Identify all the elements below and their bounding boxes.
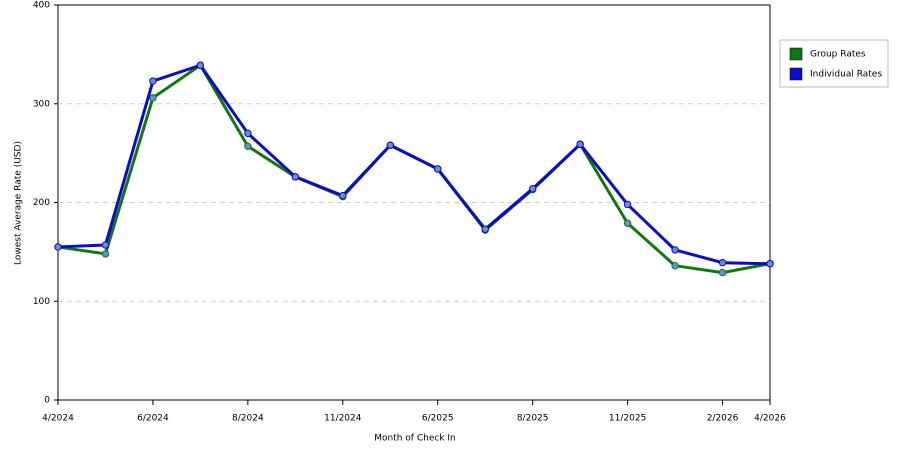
point xyxy=(149,77,157,85)
point xyxy=(434,165,442,173)
legend-swatch xyxy=(789,47,803,61)
point xyxy=(244,142,252,150)
x-tick-label: 6/2025 xyxy=(422,414,454,424)
x-tick-label: 4/2026 xyxy=(754,414,786,424)
legend-label: Individual Rates xyxy=(810,70,882,80)
point xyxy=(576,140,584,148)
point xyxy=(149,94,157,102)
x-tick-label: 4/2024 xyxy=(42,414,74,424)
y-axis-label: Lowest Average Rate (USD) xyxy=(14,141,24,265)
series-line xyxy=(57,63,771,275)
point xyxy=(671,246,679,254)
x-tick-label: 11/2025 xyxy=(609,414,646,424)
point xyxy=(339,191,347,200)
y-tick-label: 0 xyxy=(44,396,50,406)
x-tick-label: 6/2024 xyxy=(137,414,169,424)
point xyxy=(623,200,632,209)
point xyxy=(386,141,394,149)
y-tick-label: 300 xyxy=(33,99,50,109)
point xyxy=(54,243,62,251)
x-tick-label: 11/2024 xyxy=(324,414,362,424)
x-tick-label: 2/2026 xyxy=(707,414,739,424)
point xyxy=(196,61,205,69)
point xyxy=(244,129,252,138)
legend-label: Group Rates xyxy=(810,50,866,60)
point xyxy=(766,260,774,268)
point xyxy=(291,173,300,181)
x-tick-label: 8/2024 xyxy=(232,414,264,424)
point xyxy=(623,219,632,227)
series-line xyxy=(57,63,771,266)
point xyxy=(481,225,489,233)
y-tick-label: 400 xyxy=(33,1,50,11)
point xyxy=(528,184,537,193)
y-tick-label: 200 xyxy=(33,198,50,208)
legend-swatch xyxy=(789,67,803,81)
point xyxy=(101,241,110,249)
point xyxy=(718,268,727,277)
point xyxy=(718,259,727,267)
point xyxy=(671,262,679,270)
x-axis-label: Month of Check In xyxy=(374,434,456,444)
x-tick-label: 8/2025 xyxy=(517,414,549,424)
point xyxy=(101,250,110,258)
y-tick-label: 100 xyxy=(33,297,50,307)
